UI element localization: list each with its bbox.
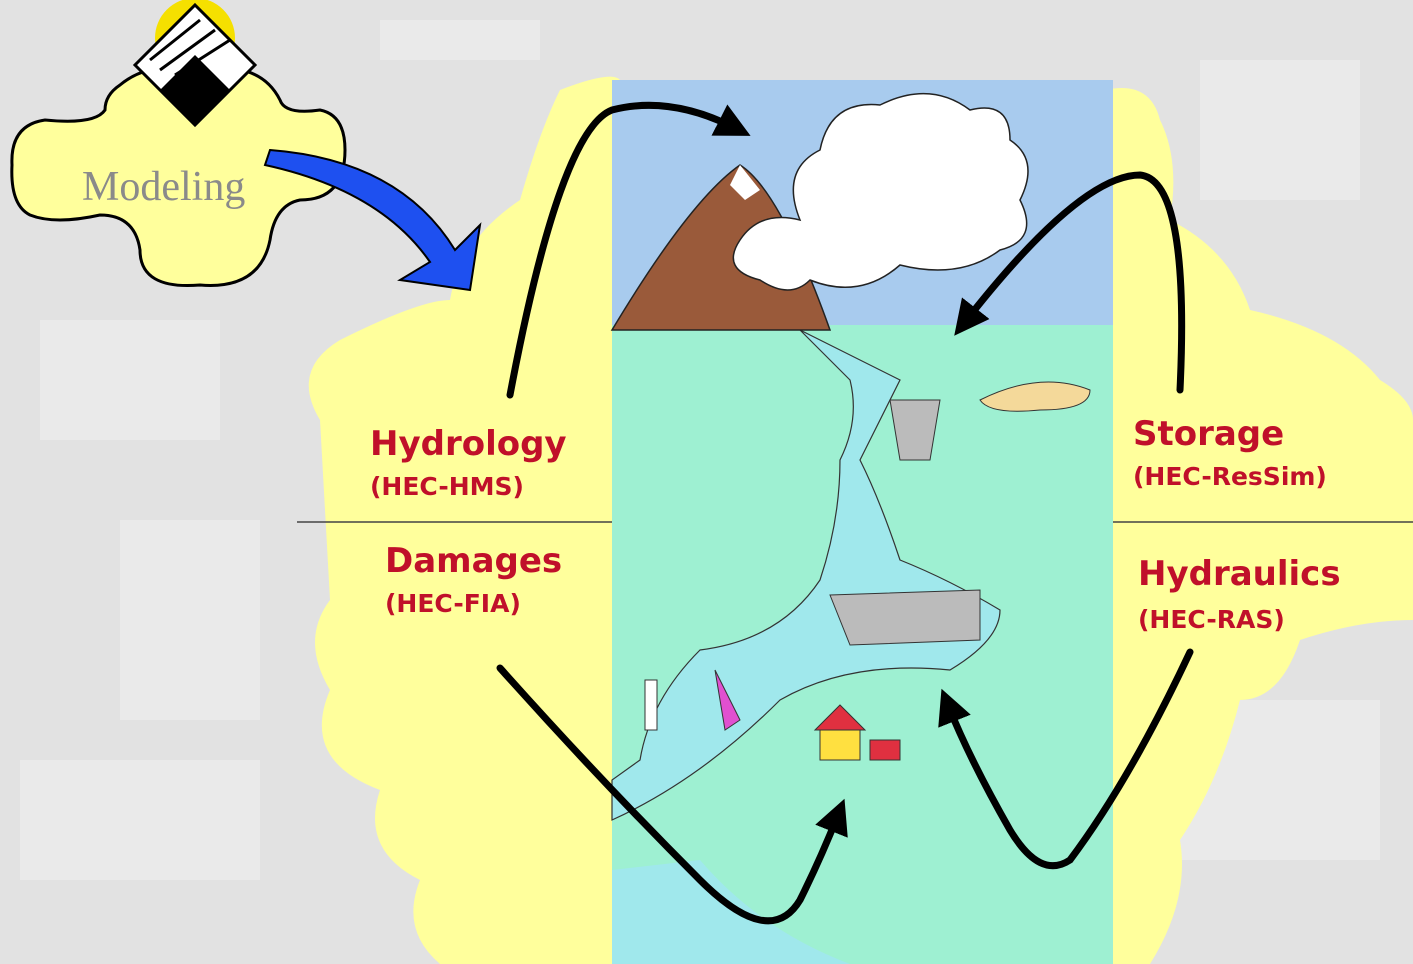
lighthouse	[645, 680, 657, 730]
decoration	[40, 320, 220, 440]
section-subtitle: (HEC-HMS)	[370, 472, 524, 501]
section-subtitle: (HEC-FIA)	[385, 589, 521, 618]
section-title: Hydraulics	[1138, 554, 1341, 594]
section-subtitle: (HEC-ResSim)	[1133, 462, 1327, 491]
page: Hydrology (HEC-HMS) Damages (HEC-FIA) St…	[0, 0, 1413, 964]
water-cycle-picture	[612, 80, 1113, 964]
decoration	[820, 730, 860, 760]
decoration	[120, 520, 260, 720]
section-title: Storage	[1133, 414, 1284, 454]
section-title: Hydrology	[370, 424, 567, 464]
section-subtitle: (HEC-RAS)	[1138, 605, 1285, 634]
decoration	[1200, 60, 1360, 200]
lock	[830, 590, 980, 645]
decoration	[870, 740, 900, 760]
decoration	[380, 20, 540, 60]
decoration	[20, 760, 260, 880]
diagram: Hydrology (HEC-HMS) Damages (HEC-FIA) St…	[0, 0, 1413, 964]
section-title: Damages	[385, 541, 562, 581]
badge-label: Modeling	[82, 164, 245, 210]
